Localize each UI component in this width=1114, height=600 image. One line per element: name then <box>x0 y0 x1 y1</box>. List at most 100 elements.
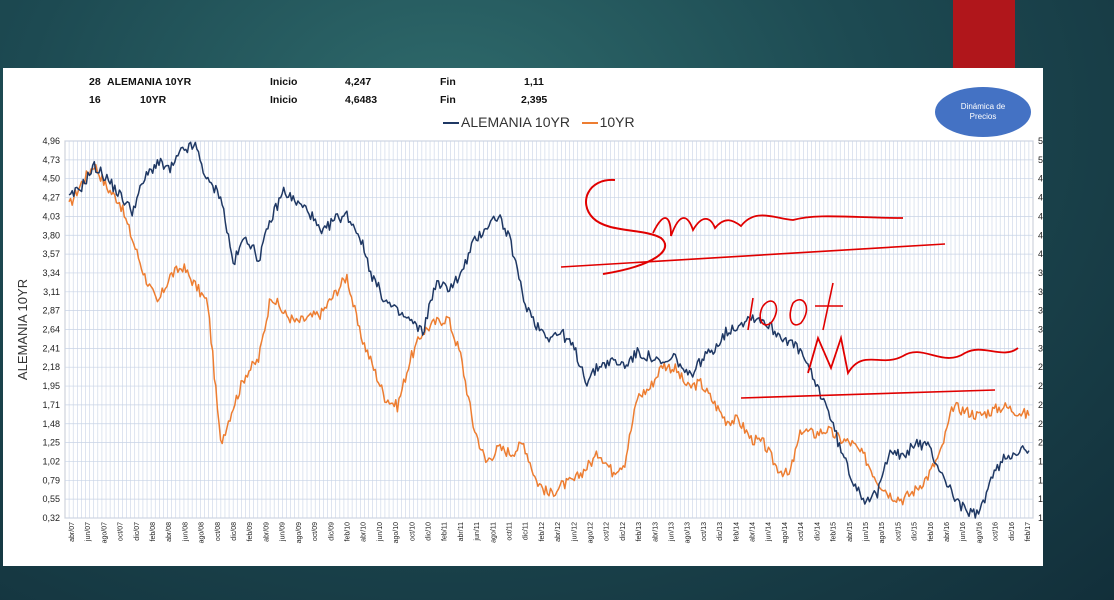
x-tick-label: abr/14 <box>750 522 757 542</box>
x-tick-label: feb/13 <box>636 522 643 542</box>
legend-label-10yr: 10YR <box>599 114 635 130</box>
x-tick-label: ago/12 <box>588 522 595 544</box>
y-axis-title: ALEMANIA 10YR <box>15 279 30 380</box>
y2-tick-label: 3,93 <box>1038 268 1043 278</box>
x-tick-label: abr/09 <box>263 522 270 542</box>
y2-tick-label: 3,73 <box>1038 287 1043 297</box>
y-tick-label: 4,50 <box>42 174 60 184</box>
x-tick-label: dic/15 <box>912 522 919 541</box>
y2-tick-label: 4,13 <box>1038 249 1043 259</box>
y-tick-label: 1,48 <box>42 419 60 429</box>
x-tick-label: feb/17 <box>1025 522 1032 542</box>
y-tick-label: 1,25 <box>42 438 60 448</box>
header-row2-fin-label: Fin <box>440 94 456 106</box>
header-row1-fin: 1,11 <box>524 76 544 88</box>
x-tick-label: abr/13 <box>652 522 659 542</box>
x-tick-label: oct/13 <box>701 522 708 541</box>
x-tick-label: ago/11 <box>490 522 497 543</box>
y2-tick-label: 1,70 <box>1038 475 1043 485</box>
x-tick-label: ago/09 <box>296 522 303 544</box>
header-row1-name: ALEMANIA 10YR <box>107 76 192 88</box>
y2-tick-label: 3,52 <box>1038 306 1043 316</box>
y-tick-label: 3,34 <box>42 268 60 278</box>
y-tick-label: 4,03 <box>42 211 60 221</box>
x-tick-label: dic/08 <box>231 522 238 541</box>
y2-tick-label: 4,74 <box>1038 193 1043 203</box>
y2-tick-label: 4,94 <box>1038 174 1043 184</box>
x-tick-label: ago/16 <box>976 522 983 544</box>
x-tick-label: dic/09 <box>328 522 335 541</box>
x-tick-label: dic/11 <box>523 522 530 540</box>
y-tick-label: 0,32 <box>42 513 60 523</box>
y2-tick-label: 2,11 <box>1038 438 1043 448</box>
header-row2-fin: 2,395 <box>521 94 548 106</box>
x-tick-label: abr/15 <box>847 522 854 542</box>
y-tick-label: 1,71 <box>42 400 60 410</box>
x-tick-label: jun/15 <box>863 522 870 542</box>
x-tick-label: dic/07 <box>134 522 141 541</box>
x-tick-label: oct/11 <box>506 522 513 541</box>
y-tick-label: 2,41 <box>42 343 60 353</box>
x-tick-label: oct/10 <box>409 522 416 541</box>
y-tick-label: 3,57 <box>42 249 60 259</box>
y-tick-label: 4,96 <box>42 136 60 146</box>
x-tick-label: ago/08 <box>199 522 206 544</box>
x-tick-label: oct/12 <box>604 522 611 541</box>
y2-tick-label: 1,50 <box>1038 494 1043 504</box>
x-tick-label: dic/14 <box>814 522 821 541</box>
x-tick-label: abr/12 <box>555 522 562 542</box>
y2-tick-label: 1,30 <box>1038 513 1043 523</box>
x-tick-label: jun/16 <box>960 522 967 542</box>
y2-tick-label: 5,35 <box>1038 136 1043 146</box>
x-tick-label: dic/12 <box>620 522 627 541</box>
slide-accent-bar <box>953 0 1015 70</box>
x-tick-label: oct/16 <box>993 522 1000 541</box>
header-row2-inicio: 4,6483 <box>345 94 378 106</box>
annotation-100-scribble <box>747 282 843 331</box>
y2-tick-label: 2,51 <box>1038 400 1043 410</box>
y-tick-label: 3,11 <box>43 287 60 297</box>
x-tick-label: oct/09 <box>312 522 319 541</box>
legend-swatch-alemania <box>443 122 459 125</box>
x-tick-label: jun/09 <box>280 522 287 542</box>
x-tick-label: jun/13 <box>669 522 676 542</box>
annotation-underline-2 <box>740 389 996 399</box>
x-tick-label: jun/12 <box>571 522 578 542</box>
annotation-mercado-scribble <box>807 334 1019 376</box>
chart-legend: ALEMANIA 10YR 10YR <box>443 114 635 130</box>
x-tick-label: jun/14 <box>766 522 773 542</box>
x-tick-label: dic/16 <box>1009 522 1016 541</box>
x-tick-label: oct/14 <box>798 522 805 541</box>
x-tick-label: jun/11 <box>474 522 481 542</box>
x-tick-label: ago/10 <box>393 522 400 544</box>
y-tick-label: 4,27 <box>42 193 60 203</box>
x-tick-label: feb/16 <box>928 522 935 542</box>
y-tick-label: 2,64 <box>42 325 60 335</box>
annotation-scribble-g <box>585 178 667 275</box>
x-tick-label: abr/16 <box>944 522 951 542</box>
x-tick-label: feb/11 <box>442 522 449 541</box>
dinamica-precios-badge[interactable]: Dinámica de Precios <box>935 87 1031 137</box>
x-tick-label: feb/09 <box>247 522 254 542</box>
y-tick-label: 0,55 <box>42 494 60 504</box>
x-tick-label: feb/08 <box>150 522 157 542</box>
header-row1-id: 28 <box>89 76 101 88</box>
y2-tick-label: 4,34 <box>1038 230 1043 240</box>
y2-tick-label: 4,54 <box>1038 211 1043 221</box>
y2-tick-label: 2,92 <box>1038 362 1043 372</box>
x-tick-label: jun/07 <box>85 522 92 542</box>
y2-tick-label: 1,90 <box>1038 456 1043 466</box>
legend-swatch-10yr <box>581 122 598 125</box>
x-tick-label: ago/14 <box>782 522 789 544</box>
x-tick-label: dic/13 <box>717 522 724 541</box>
series-line-10yr <box>68 163 1030 506</box>
legend-label-alemania: ALEMANIA 10YR <box>461 114 570 130</box>
x-tick-label: dic/10 <box>425 522 432 541</box>
header-row2-id: 16 <box>89 94 101 106</box>
x-tick-label: jun/10 <box>377 522 384 542</box>
y2-tick-label: 3,12 <box>1038 343 1043 353</box>
x-tick-label: feb/15 <box>831 522 838 542</box>
y-tick-label: 4,73 <box>42 155 60 165</box>
x-tick-label: jun/08 <box>182 522 189 542</box>
y-tick-label: 2,87 <box>42 306 60 316</box>
